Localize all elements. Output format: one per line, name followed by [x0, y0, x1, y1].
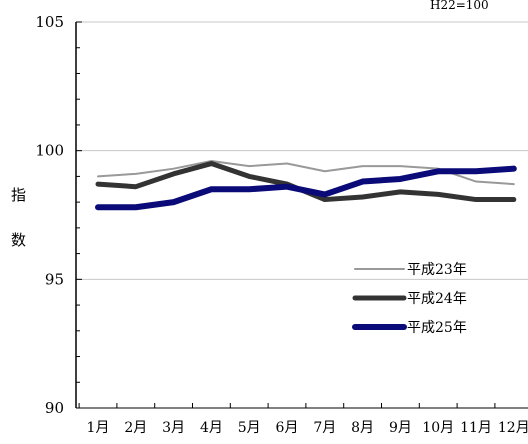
- x-tick-label: 2月: [124, 420, 147, 436]
- chart-note: H22=100: [430, 0, 489, 12]
- y-axis-label-char-1: 指: [11, 186, 26, 204]
- x-tick-labels: 1月 2月 3月 4月 5月 6月 7月 8月 9月 10月 11月 12月: [87, 420, 528, 436]
- series-lines: [95, 159, 517, 211]
- x-tick-label: 10月: [422, 420, 454, 436]
- x-tick-label: 1月: [87, 420, 110, 436]
- x-tick-label: 4月: [200, 420, 223, 436]
- x-tick-label: 9月: [389, 420, 412, 436]
- x-tick-label: 11月: [460, 420, 492, 436]
- legend-label: 平成23年: [407, 262, 467, 278]
- axes: [75, 22, 528, 409]
- y-tick-label: 95: [45, 270, 64, 288]
- x-tick-label: 12月: [498, 420, 528, 436]
- x-tick-label: 7月: [313, 420, 336, 436]
- y-tick-labels: 90 95 100 105: [35, 13, 64, 417]
- series-line-3: [95, 165, 517, 211]
- legend-label: 平成24年: [407, 291, 467, 307]
- x-tick-label: 8月: [351, 420, 374, 436]
- y-tick-label: 105: [35, 13, 64, 31]
- legend-label: 平成25年: [407, 320, 467, 336]
- y-tick-label: 90: [45, 399, 64, 417]
- gridlines: [76, 21, 528, 280]
- tick-marks: [76, 21, 496, 409]
- x-tick-label: 3月: [162, 420, 185, 436]
- x-tick-label: 5月: [238, 420, 261, 436]
- y-axis-label-char-2: 数: [11, 231, 26, 249]
- x-tick-label: 6月: [276, 420, 299, 436]
- y-tick-label: 100: [35, 142, 64, 160]
